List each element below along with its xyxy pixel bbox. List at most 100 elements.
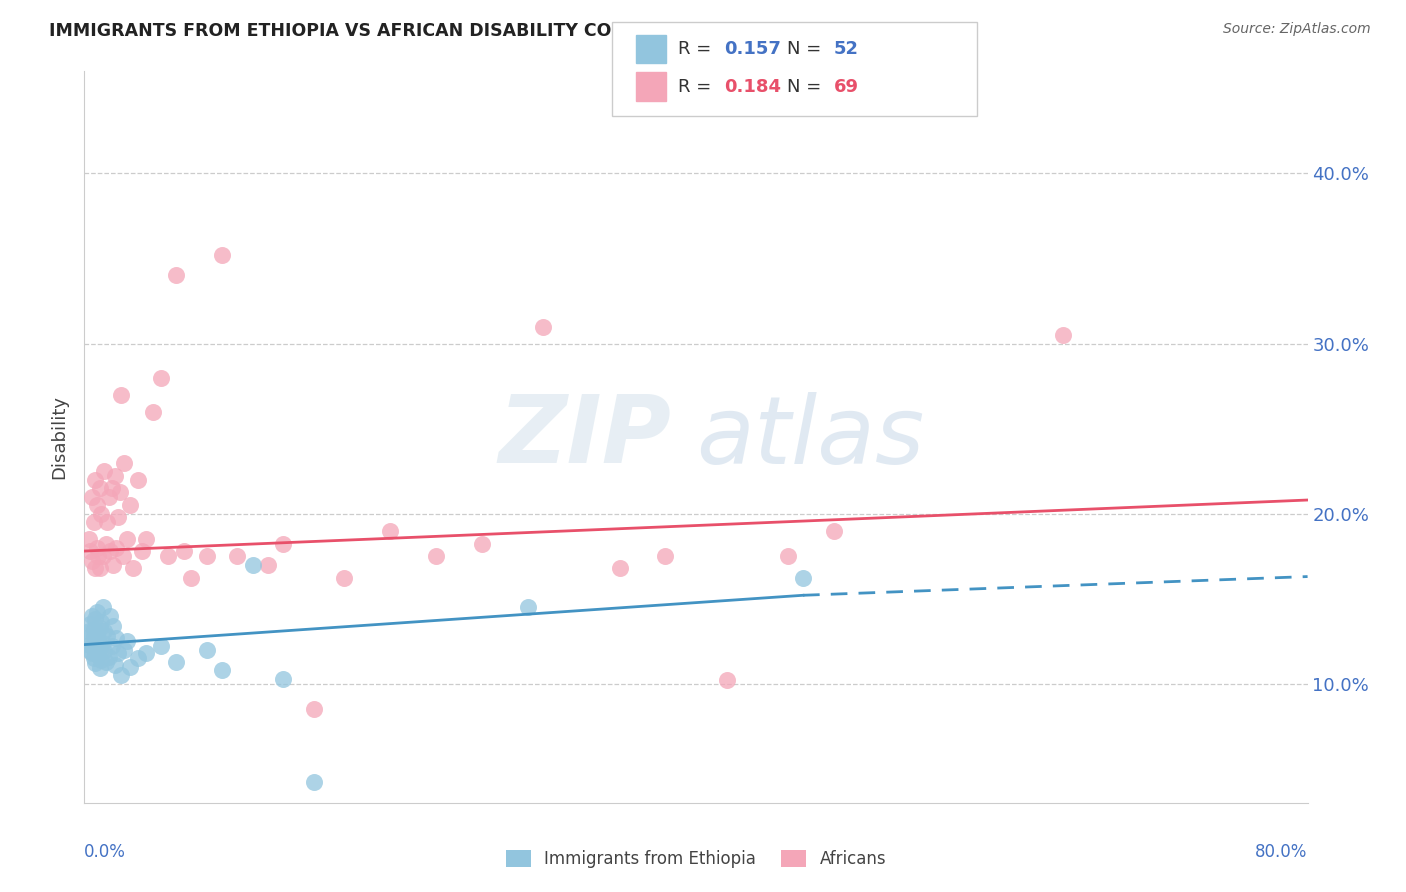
Point: [96, 629, 118, 643]
Point: [89, 561, 111, 575]
Point: [165, 268, 187, 283]
Point: [823, 524, 845, 538]
Point: [93, 624, 115, 638]
Point: [107, 646, 129, 660]
Point: [80, 640, 103, 654]
Point: [107, 510, 129, 524]
Point: [83, 651, 105, 665]
Point: [211, 663, 233, 677]
Point: [226, 549, 249, 563]
Point: [111, 549, 134, 563]
Point: [103, 619, 125, 633]
Point: [1052, 328, 1074, 343]
Point: [110, 668, 132, 682]
Point: [271, 672, 294, 686]
Point: [142, 404, 165, 418]
Point: [77, 624, 100, 638]
Text: N =: N =: [787, 78, 827, 95]
Point: [609, 561, 631, 575]
Point: [84, 657, 107, 671]
Point: [89, 661, 111, 675]
Point: [83, 515, 105, 529]
Point: [79, 644, 101, 658]
Point: [80, 646, 103, 660]
Point: [91, 549, 114, 563]
Point: [83, 629, 105, 643]
Point: [94, 655, 117, 669]
Text: 52: 52: [834, 40, 859, 58]
Point: [86, 625, 108, 640]
Text: ZIP: ZIP: [499, 391, 672, 483]
Point: [333, 571, 356, 585]
Point: [77, 532, 100, 546]
Point: [195, 642, 218, 657]
Point: [87, 648, 110, 662]
Point: [122, 561, 145, 575]
Point: [86, 605, 108, 619]
Point: [157, 549, 180, 563]
Point: [89, 621, 111, 635]
Point: [471, 537, 494, 551]
Text: R =: R =: [678, 40, 717, 58]
Point: [79, 544, 101, 558]
Point: [127, 651, 149, 665]
Point: [531, 319, 554, 334]
Point: [90, 507, 112, 521]
Point: [257, 558, 280, 572]
Point: [87, 549, 110, 563]
Point: [96, 515, 118, 529]
Y-axis label: Disability: Disability: [51, 395, 69, 479]
Point: [104, 469, 127, 483]
Point: [89, 481, 111, 495]
Point: [101, 481, 124, 495]
Point: [97, 649, 120, 664]
Point: [195, 549, 218, 563]
Point: [302, 702, 325, 716]
Point: [97, 490, 120, 504]
Point: [120, 659, 142, 673]
Point: [425, 549, 447, 563]
Point: [104, 658, 127, 673]
Point: [91, 636, 114, 650]
Point: [79, 617, 101, 632]
Point: [93, 464, 115, 478]
Point: [380, 524, 402, 538]
Point: [101, 640, 124, 654]
Point: [86, 541, 108, 555]
Point: [120, 498, 142, 512]
Text: IMMIGRANTS FROM ETHIOPIA VS AFRICAN DISABILITY CORRELATION CHART: IMMIGRANTS FROM ETHIOPIA VS AFRICAN DISA…: [49, 22, 793, 40]
Point: [98, 608, 121, 623]
Point: [127, 473, 149, 487]
Point: [89, 640, 111, 655]
Point: [131, 544, 153, 558]
Point: [93, 644, 115, 658]
Text: N =: N =: [787, 40, 827, 58]
Point: [84, 473, 107, 487]
Text: 0.184: 0.184: [724, 78, 782, 95]
Point: [1343, 561, 1365, 575]
Point: [173, 544, 195, 558]
Point: [716, 673, 738, 688]
Point: [180, 571, 202, 585]
Point: [80, 608, 103, 623]
Point: [84, 612, 107, 626]
Point: [80, 490, 103, 504]
Point: [77, 638, 100, 652]
Point: [87, 632, 110, 647]
Point: [94, 537, 117, 551]
Point: [84, 561, 107, 575]
Text: 0.157: 0.157: [724, 40, 780, 58]
Point: [135, 646, 157, 660]
Point: [149, 640, 172, 654]
Point: [103, 558, 125, 572]
Point: [80, 554, 103, 568]
Point: [105, 631, 128, 645]
Point: [86, 642, 108, 657]
Text: Source: ZipAtlas.com: Source: ZipAtlas.com: [1223, 22, 1371, 37]
Point: [776, 549, 799, 563]
Legend: Immigrants from Ethiopia, Africans: Immigrants from Ethiopia, Africans: [499, 844, 893, 875]
Point: [516, 600, 538, 615]
Point: [242, 558, 264, 572]
Point: [86, 498, 108, 512]
Point: [792, 571, 814, 585]
